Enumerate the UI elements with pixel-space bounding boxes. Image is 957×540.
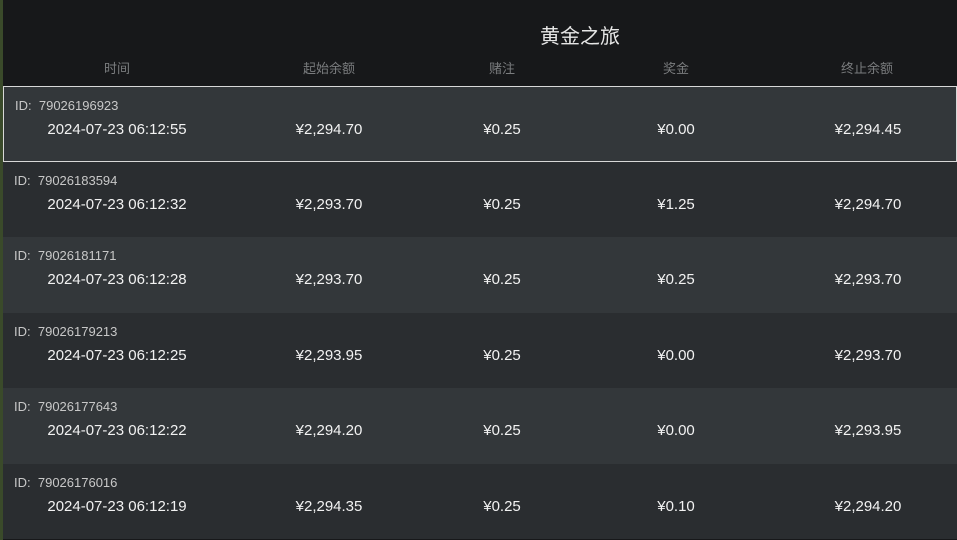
column-header-end-balance: 终止余额 bbox=[840, 61, 894, 76]
page-title: 黄金之旅 bbox=[540, 26, 620, 48]
round-id-value: 79026181171 bbox=[37, 248, 117, 263]
end-balance-cell: ¥2,293.95 bbox=[834, 422, 902, 439]
table-row[interactable]: ID: 79026176016 2024-07-23 06:12:19 ¥2,294… bbox=[3, 463, 957, 539]
time-cell: 2024-07-23 06:12:32 bbox=[47, 195, 187, 213]
end-balance-cell: ¥2,293.70 bbox=[834, 346, 902, 364]
id-label: ID: bbox=[14, 248, 31, 263]
win-cell: ¥0.25 bbox=[657, 271, 695, 288]
end-balance-cell: ¥2,293.70 bbox=[834, 271, 902, 288]
left-edge bbox=[0, 0, 3, 540]
time-cell: 2024-07-23 06:12:19 bbox=[47, 497, 187, 515]
bet-cell: ¥0.25 bbox=[483, 121, 521, 138]
round-id-value: 79026196923 bbox=[38, 98, 119, 113]
column-header-bet: 赌注 bbox=[488, 61, 516, 76]
round-id: ID: 79026196923 bbox=[15, 98, 118, 113]
win-cell: ¥0.00 bbox=[657, 346, 695, 364]
bet-cell: ¥0.25 bbox=[483, 195, 521, 213]
time-cell: 2024-07-23 06:12:25 bbox=[47, 346, 187, 364]
start-balance-cell: ¥2,293.95 bbox=[295, 346, 363, 364]
round-id: ID: 79026183594 bbox=[14, 173, 117, 188]
history-table: ID: 79026196923 2024-07-23 06:12:55 ¥2,294… bbox=[3, 86, 957, 539]
column-header-start-balance: 起始余额 bbox=[302, 61, 356, 76]
start-balance-cell: ¥2,294.70 bbox=[295, 121, 363, 138]
round-id-value: 79026183594 bbox=[37, 172, 118, 188]
start-balance-cell: ¥2,294.20 bbox=[295, 422, 363, 439]
round-id-value: 79026176016 bbox=[37, 474, 118, 490]
header: 黄金之旅 时间 起始余额 赌注 奖金 终止余额 bbox=[3, 0, 957, 86]
time-cell: 2024-07-23 06:12:28 bbox=[47, 271, 187, 288]
round-id: ID: 79026179213 bbox=[14, 324, 117, 339]
table-row[interactable]: ID: 79026179213 2024-07-23 06:12:25 ¥2,293… bbox=[3, 312, 957, 388]
bet-cell: ¥0.25 bbox=[483, 346, 521, 364]
round-id: ID: 79026181171 bbox=[14, 248, 116, 263]
start-balance-cell: ¥2,293.70 bbox=[295, 195, 363, 213]
time-cell: 2024-07-23 06:12:55 bbox=[47, 121, 187, 138]
win-cell: ¥0.00 bbox=[657, 121, 695, 138]
win-cell: ¥0.00 bbox=[657, 422, 695, 439]
id-label: ID: bbox=[15, 98, 32, 113]
table-row[interactable]: ID: 79026196923 2024-07-23 06:12:55 ¥2,294… bbox=[3, 86, 957, 162]
bet-cell: ¥0.25 bbox=[483, 497, 521, 515]
column-header-win: 奖金 bbox=[662, 61, 690, 76]
bet-cell: ¥0.25 bbox=[483, 422, 521, 439]
time-cell: 2024-07-23 06:12:22 bbox=[47, 422, 187, 439]
win-cell: ¥1.25 bbox=[657, 195, 695, 213]
start-balance-cell: ¥2,293.70 bbox=[295, 271, 363, 288]
start-balance-cell: ¥2,294.35 bbox=[295, 497, 363, 515]
end-balance-cell: ¥2,294.45 bbox=[834, 121, 902, 138]
id-label: ID: bbox=[14, 474, 31, 490]
table-row[interactable]: ID: 79026177643 2024-07-23 06:12:22 ¥2,294… bbox=[3, 388, 957, 464]
end-balance-cell: ¥2,294.70 bbox=[834, 195, 902, 213]
table-row[interactable]: ID: 79026181171 2024-07-23 06:12:28 ¥2,293… bbox=[3, 237, 957, 313]
end-balance-cell: ¥2,294.20 bbox=[834, 497, 902, 515]
round-id-value: 79026179213 bbox=[37, 323, 118, 339]
id-label: ID: bbox=[14, 323, 31, 339]
id-label: ID: bbox=[14, 172, 31, 188]
round-id-value: 79026177643 bbox=[37, 399, 118, 414]
id-label: ID: bbox=[14, 399, 31, 414]
column-header-time: 时间 bbox=[103, 61, 131, 76]
win-cell: ¥0.10 bbox=[657, 497, 695, 515]
round-id: ID: 79026176016 bbox=[14, 475, 117, 490]
round-id: ID: 79026177643 bbox=[14, 399, 117, 414]
table-row[interactable]: ID: 79026183594 2024-07-23 06:12:32 ¥2,293… bbox=[3, 161, 957, 237]
bet-cell: ¥0.25 bbox=[483, 271, 521, 288]
